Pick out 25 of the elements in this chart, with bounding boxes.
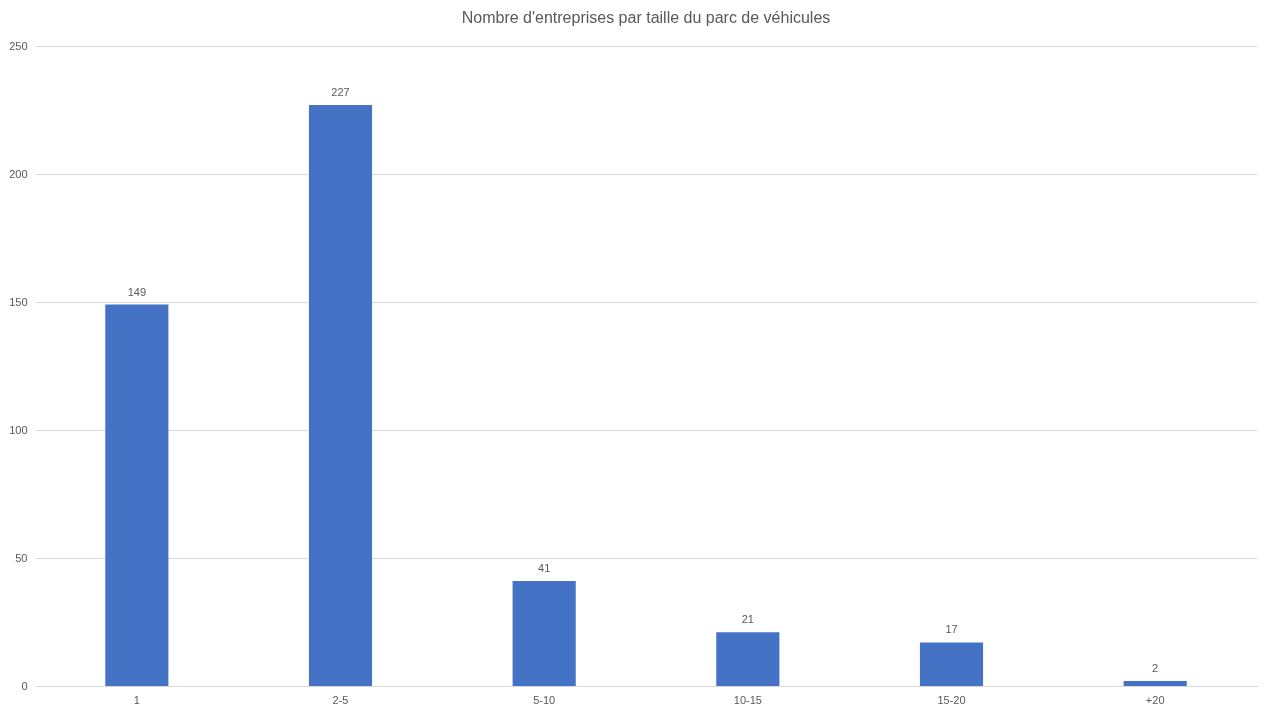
- x-tick-label: 1: [133, 693, 140, 706]
- data-label: 41: [538, 562, 551, 575]
- bar: [919, 642, 984, 686]
- data-label: 149: [127, 285, 147, 298]
- data-label: 17: [945, 623, 958, 636]
- bar: [105, 304, 169, 686]
- y-tick-label: 250: [9, 39, 28, 52]
- data-label: 227: [331, 85, 350, 98]
- x-tick-label: 5-10: [533, 693, 556, 706]
- y-tick-label: 100: [9, 423, 28, 436]
- bar: [716, 632, 780, 686]
- y-tick-label: 200: [9, 167, 28, 180]
- y-tick-label: 150: [9, 295, 28, 308]
- y-tick-label: 50: [15, 551, 28, 564]
- x-tick-label: +20: [1145, 693, 1165, 706]
- y-tick-label: 0: [21, 679, 28, 692]
- x-tick-label: 10-15: [733, 693, 762, 706]
- bar: [1123, 680, 1187, 686]
- bar: [308, 104, 373, 686]
- chart-title: Nombre d'entreprises par taille du parc de véhicules: [461, 9, 831, 26]
- data-label: 2: [1152, 661, 1159, 674]
- bar: [512, 581, 576, 686]
- x-tick-label: 2-5: [332, 693, 349, 706]
- x-tick-label: 15-20: [937, 693, 966, 706]
- data-label: 21: [741, 613, 754, 626]
